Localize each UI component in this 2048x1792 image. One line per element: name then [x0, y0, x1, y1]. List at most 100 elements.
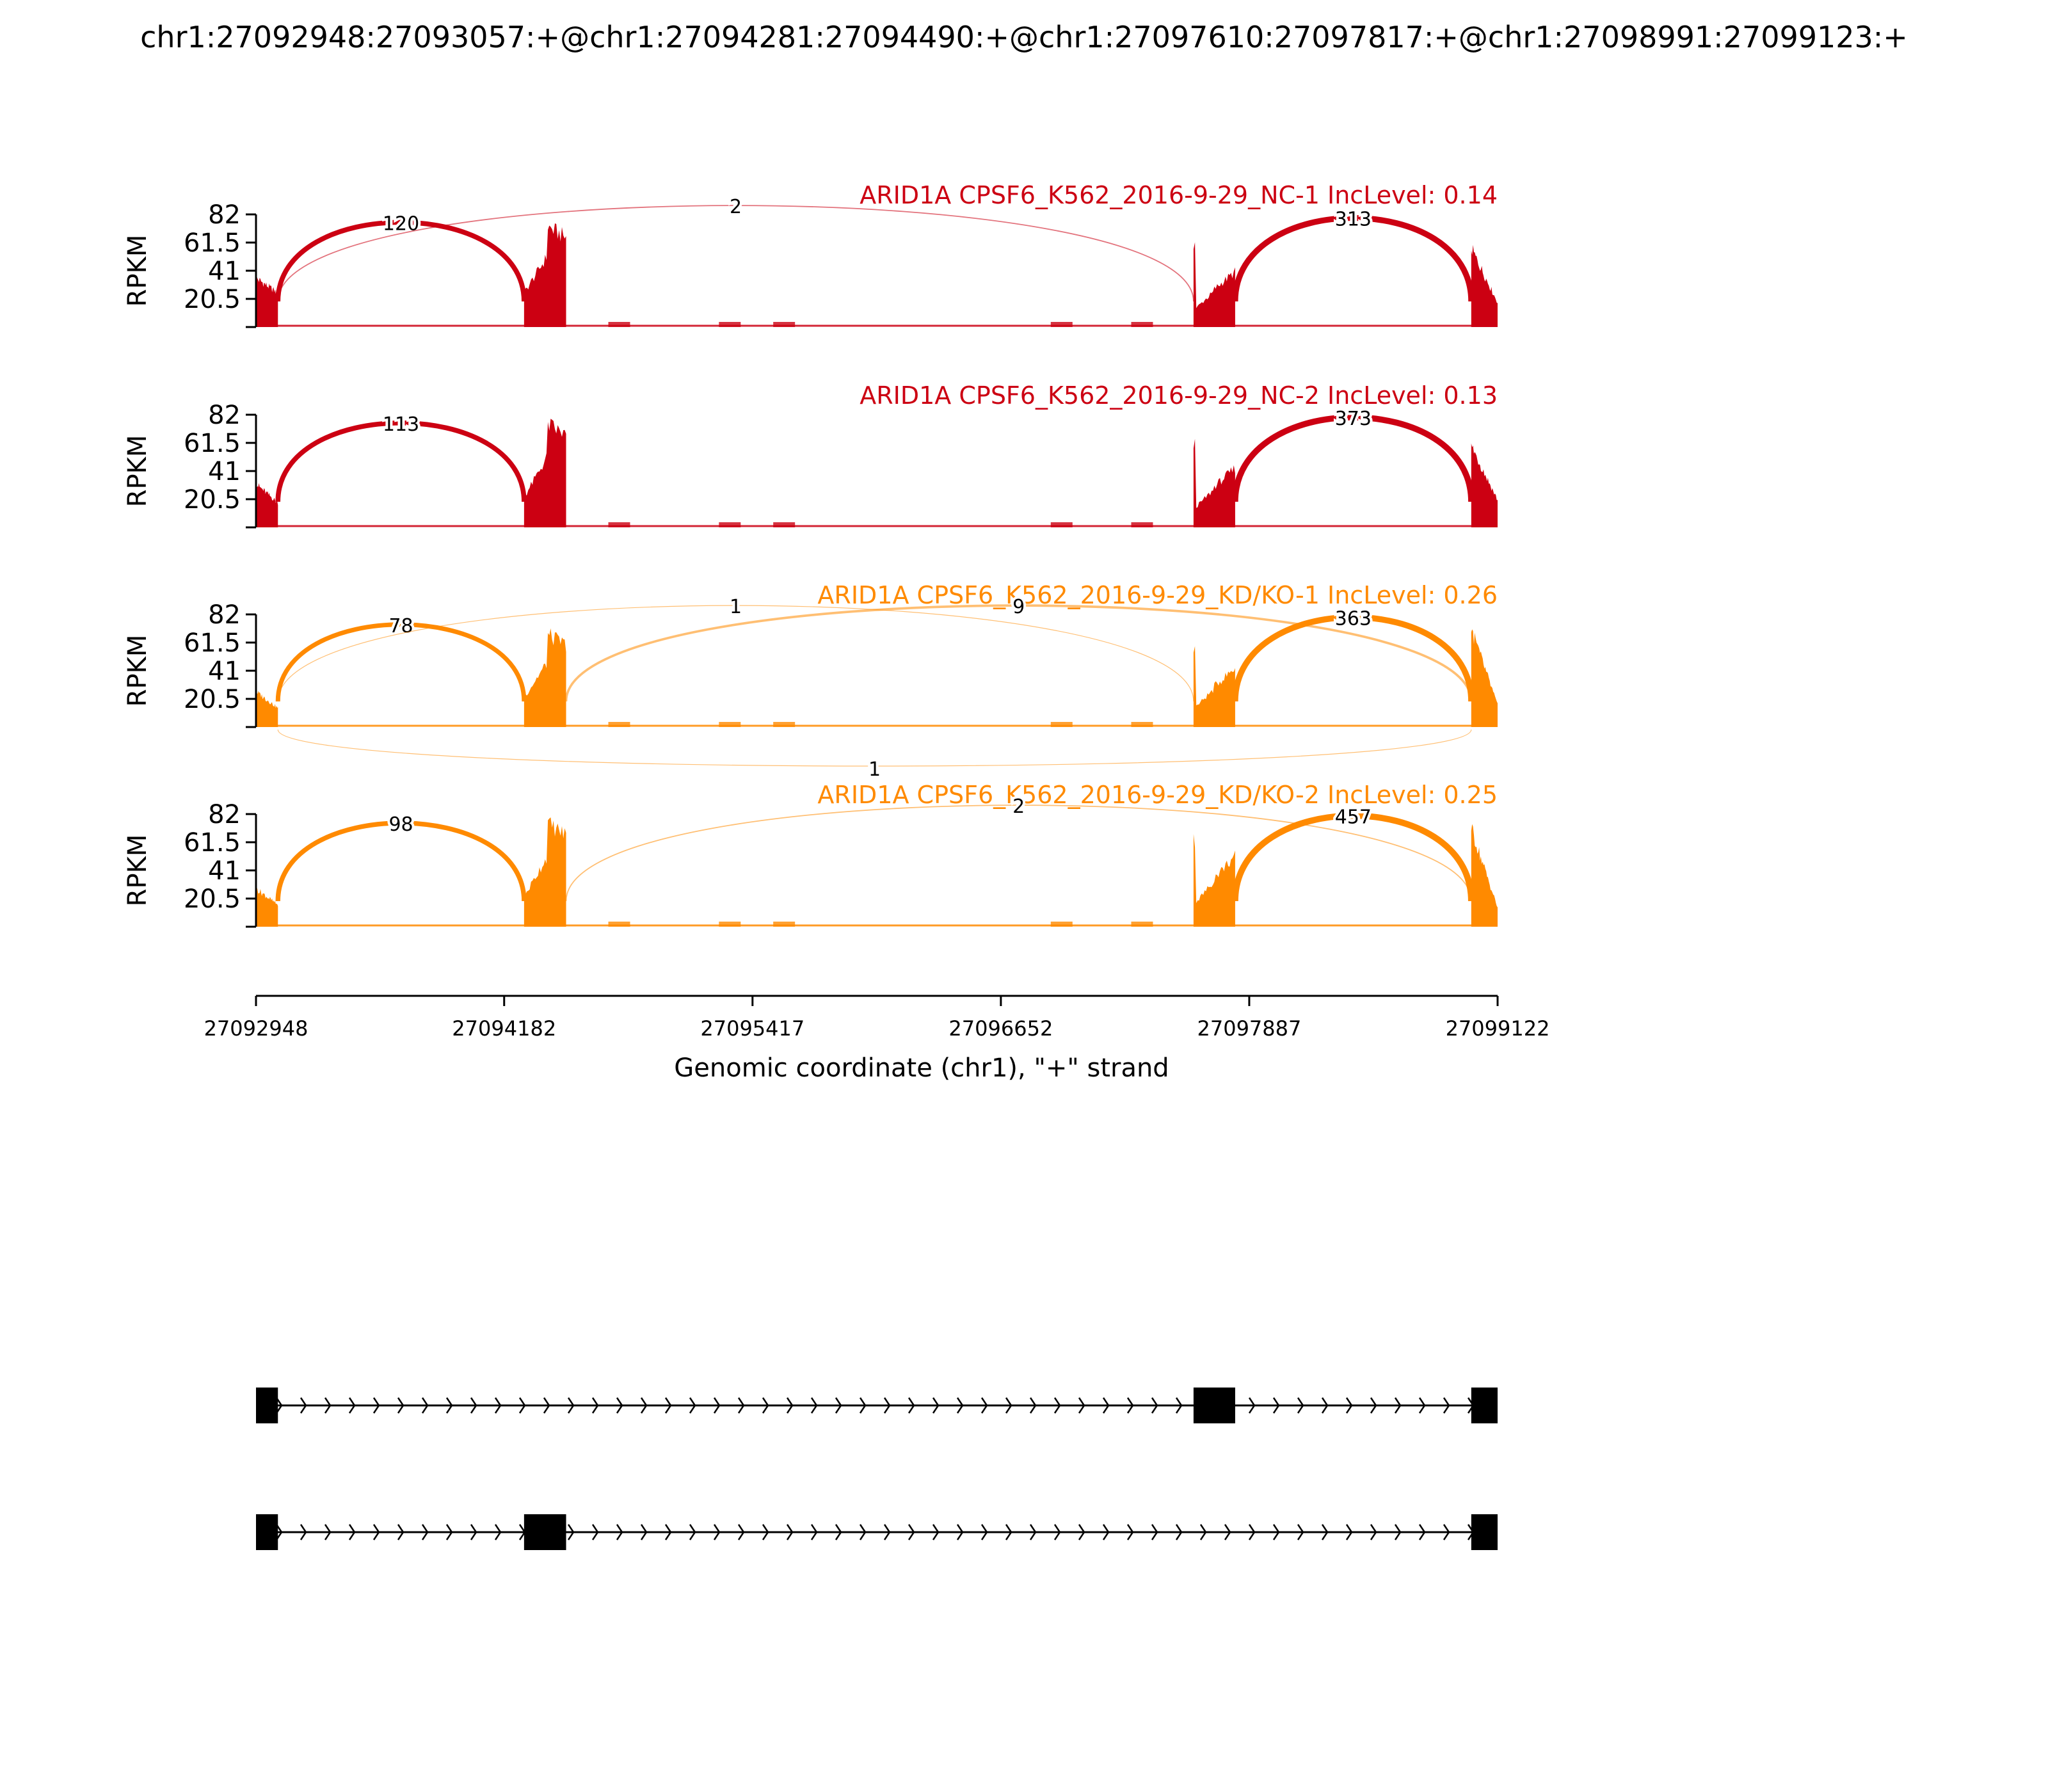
strand-arrow — [616, 1397, 623, 1414]
sample-label: ARID1A CPSF6_K562_2016-9-29_KD/KO-1 IncL… — [817, 581, 1498, 609]
strand-arrow — [835, 1397, 842, 1414]
isoform-1 — [256, 1388, 1498, 1423]
intron-coverage-bump — [773, 922, 796, 927]
strand-arrow — [883, 1397, 891, 1414]
page-title: chr1:27092948:27093057:+@chr1:27094281:2… — [140, 20, 1908, 54]
exon-block — [524, 1514, 566, 1550]
strand-arrow — [956, 1524, 964, 1540]
y-tick-label: 20.5 — [184, 685, 241, 714]
y-tick-label: 61.5 — [184, 228, 241, 258]
strand-arrow — [1151, 1397, 1158, 1414]
y-tick-label: 61.5 — [184, 828, 241, 858]
strand-arrow — [372, 1397, 380, 1414]
junction-count-label: 373 — [1335, 408, 1372, 430]
x-tick-label: 27095417 — [700, 1016, 804, 1041]
strand-arrow — [1053, 1524, 1061, 1540]
strand-arrow — [1175, 1397, 1183, 1414]
y-tick-label: 82 — [208, 200, 241, 230]
junction-arc — [1232, 414, 1475, 502]
strand-arrow — [1126, 1524, 1134, 1540]
y-axis-label: RPKM — [123, 635, 152, 707]
strand-arrow — [372, 1524, 380, 1540]
junction-count-label: 2 — [1012, 796, 1025, 818]
strand-arrow — [1345, 1524, 1353, 1540]
strand-arrow — [421, 1524, 429, 1540]
intron-coverage-bump — [1131, 922, 1153, 927]
y-tick-label: 82 — [208, 600, 241, 630]
strand-arrow — [1175, 1524, 1183, 1540]
junction-count-label: 313 — [1335, 209, 1372, 231]
sample-panel-1: ARID1A CPSF6_K562_2016-9-29_NC-1 IncLeve… — [123, 181, 1498, 328]
strand-arrow — [445, 1524, 453, 1540]
exon-block — [1193, 1388, 1235, 1423]
strand-arrow — [786, 1397, 794, 1414]
strand-arrow — [470, 1524, 477, 1540]
junction-arc — [275, 622, 527, 702]
strand-arrow — [1029, 1397, 1037, 1414]
strand-arrow — [470, 1397, 477, 1414]
strand-arrow — [1418, 1397, 1426, 1414]
junction-count-label: 120 — [383, 212, 419, 235]
junction-arc — [277, 729, 1472, 767]
junction-arc — [565, 804, 1472, 902]
y-tick-label: 41 — [208, 457, 241, 486]
strand-arrow — [1272, 1397, 1280, 1414]
x-tick-label: 27096652 — [948, 1016, 1053, 1041]
strand-arrow — [980, 1524, 988, 1540]
exon-coverage-2 — [524, 419, 566, 527]
intron-coverage-bump — [719, 522, 741, 527]
strand-arrow — [324, 1397, 332, 1414]
strand-arrow — [1394, 1524, 1402, 1540]
intron-coverage-bump — [1131, 322, 1153, 327]
exon-coverage-4 — [1471, 244, 1498, 327]
exon-coverage-2 — [524, 817, 566, 927]
exon-coverage-3 — [1193, 834, 1235, 927]
x-axis-label: Genomic coordinate (chr1), "+" strand — [674, 1053, 1169, 1083]
intron-coverage-bump — [1131, 522, 1153, 527]
strand-arrow — [567, 1397, 575, 1414]
strand-arrow — [1418, 1524, 1426, 1540]
strand-arrow — [1321, 1397, 1329, 1414]
strand-arrow — [664, 1397, 672, 1414]
strand-arrow — [397, 1524, 404, 1540]
junction-arc — [1232, 215, 1475, 302]
x-tick-label: 27097887 — [1197, 1016, 1301, 1041]
strand-arrow — [1199, 1524, 1207, 1540]
strand-arrow — [932, 1524, 940, 1540]
strand-arrow — [1102, 1397, 1110, 1414]
intron-coverage-bump — [1050, 322, 1073, 327]
y-tick-label: 41 — [208, 657, 241, 686]
strand-arrow — [664, 1524, 672, 1540]
strand-arrow — [1345, 1397, 1353, 1414]
exon-coverage-1 — [256, 691, 278, 727]
strand-arrow — [1151, 1524, 1158, 1540]
y-tick-label: 20.5 — [184, 884, 241, 914]
strand-arrow — [1443, 1524, 1450, 1540]
strand-arrow — [640, 1524, 648, 1540]
junction-arc — [1232, 812, 1475, 902]
strand-arrow — [275, 1397, 283, 1414]
junction-count-label: 78 — [388, 615, 413, 637]
strand-arrow — [300, 1524, 307, 1540]
strand-arrow — [689, 1524, 696, 1540]
strand-arrow — [1272, 1524, 1280, 1540]
exon-coverage-3 — [1193, 438, 1235, 527]
exon-block — [256, 1514, 278, 1550]
strand-arrow — [640, 1397, 648, 1414]
intron-coverage-bump — [719, 922, 741, 927]
strand-arrow — [932, 1397, 940, 1414]
junction-arc — [1232, 614, 1475, 702]
junction-count-label: 1 — [730, 596, 742, 618]
strand-arrow — [1224, 1524, 1231, 1540]
strand-arrow — [1053, 1397, 1061, 1414]
strand-arrow — [567, 1524, 575, 1540]
junction-count-label: 113 — [383, 413, 419, 436]
junction-count-label: 1 — [868, 758, 881, 781]
x-axis: 27092948 27094182 27095417 27096652 27097887… — [204, 995, 1549, 1083]
intron-coverage-bump — [1050, 922, 1073, 927]
strand-arrow — [762, 1397, 769, 1414]
junction-arc — [275, 820, 527, 902]
strand-arrow — [786, 1524, 794, 1540]
y-axis-label: RPKM — [123, 435, 152, 508]
